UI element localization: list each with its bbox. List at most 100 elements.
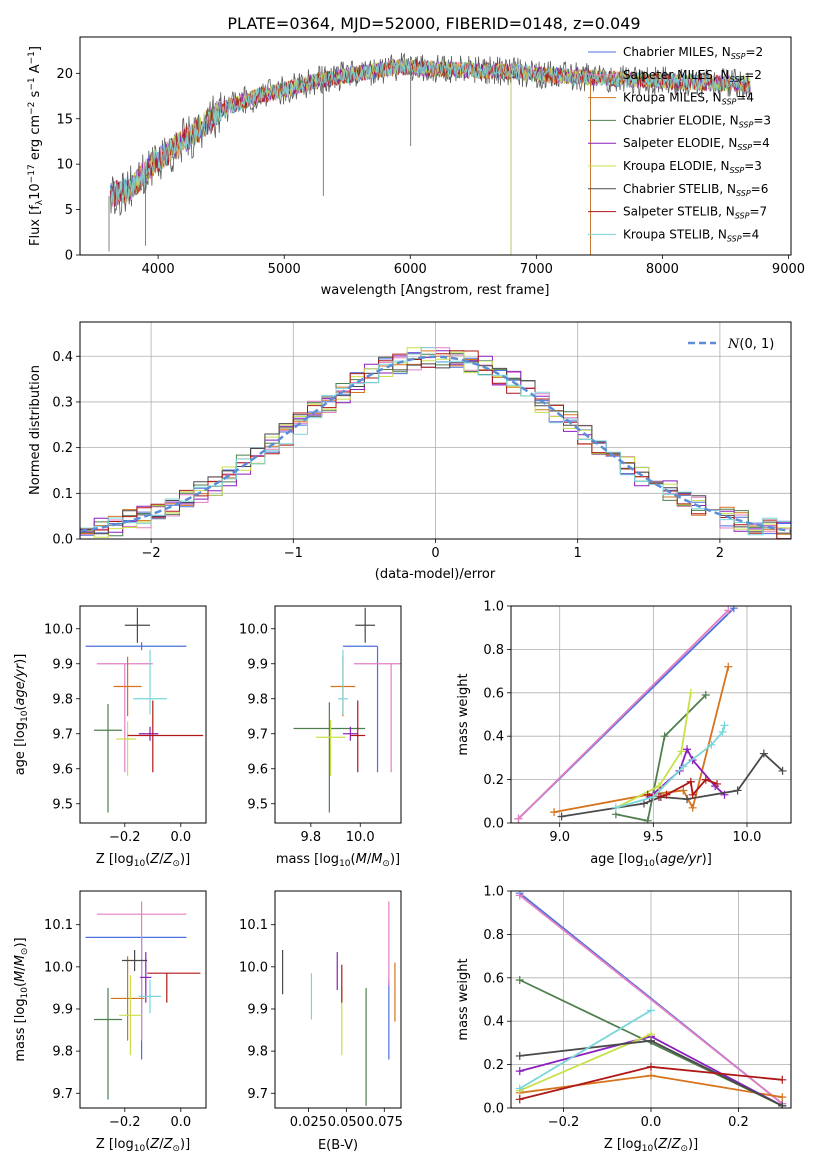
y-tick-label: 9.7 bbox=[247, 1087, 268, 1102]
weight-series-3 bbox=[615, 694, 707, 822]
weight-marker bbox=[724, 662, 733, 671]
y-tick-label: 0.0 bbox=[483, 817, 504, 832]
axes-age_vs_mass: 9.8 10.0 9.5 9.6 9.7 9.8 9.9 10.0 mass [log10(M/… bbox=[239, 605, 402, 869]
weight-marker bbox=[515, 975, 524, 984]
y-tick-label: 10.0 bbox=[44, 960, 73, 975]
plot-area bbox=[515, 891, 787, 1108]
weight-marker bbox=[550, 808, 559, 817]
axes-age_vs_Z: −0.2 0.0 9.5 9.6 9.7 9.8 9.9 10.0 Z [log10(Z/Z⊙)… bbox=[13, 605, 207, 869]
axes-frame bbox=[274, 890, 402, 1109]
x-tick-label: 0.0 bbox=[170, 830, 191, 845]
y-tick-label: 10.0 bbox=[239, 622, 268, 637]
errorbar-6 bbox=[124, 607, 150, 643]
y-tick-label: 10.0 bbox=[239, 960, 268, 975]
x-tick-label: 9000 bbox=[772, 262, 805, 277]
weight-marker bbox=[611, 803, 620, 812]
weight-marker bbox=[515, 1095, 524, 1104]
errorbar-5 bbox=[119, 975, 142, 1056]
axes-mass_vs_Z: −0.2 0.0 9.7 9.8 9.9 10.0 10.1 Z [log10(Z/Z⊙)] m… bbox=[13, 890, 207, 1154]
weight-marker bbox=[688, 803, 697, 812]
plot-area bbox=[281, 901, 396, 1106]
x-tick-label: −0.2 bbox=[109, 830, 141, 845]
y-tick-label: 9.9 bbox=[247, 657, 268, 672]
axes-weight_vs_Z: −0.2 0.0 0.2 0.0 0.2 0.4 0.6 0.8 1.0 Z [log10(Z/Z… bbox=[456, 885, 792, 1154]
weight-marker bbox=[701, 775, 710, 784]
errorbar-1 bbox=[96, 663, 153, 773]
y-tick-label: 0.8 bbox=[483, 928, 504, 943]
errorbar-5 bbox=[116, 721, 136, 776]
errorbar-8 bbox=[138, 979, 162, 1014]
weight-marker bbox=[647, 1036, 655, 1045]
axes-frame bbox=[79, 890, 207, 1109]
errorbar-7 bbox=[350, 700, 366, 773]
y-tick-label: 0.8 bbox=[483, 643, 504, 658]
y-tick-label: 0.0 bbox=[52, 533, 73, 548]
weight-marker bbox=[515, 1051, 524, 1060]
legend-entry: Salpeter ELODIE, NSSP=4 bbox=[623, 136, 770, 152]
weight-marker bbox=[643, 790, 652, 799]
weight-marker bbox=[679, 762, 688, 771]
weight-marker bbox=[686, 688, 695, 697]
axes-frame bbox=[274, 605, 402, 824]
weight-marker bbox=[688, 790, 697, 799]
y-tick-label: 20 bbox=[56, 67, 73, 82]
x-axis-label: Z [log10(Z/Z⊙)] bbox=[604, 1137, 698, 1154]
errorbar-0 bbox=[85, 642, 187, 651]
weight-marker bbox=[759, 749, 768, 758]
x-tick-label: −0.2 bbox=[548, 1115, 580, 1130]
weight-marker bbox=[515, 891, 524, 900]
x-tick-label: 0.2 bbox=[728, 1115, 749, 1130]
x-axis-label: wavelength [Angstrom, rest frame] bbox=[321, 283, 550, 298]
y-tick-label: 5 bbox=[65, 203, 73, 218]
y-tick-label: 9.9 bbox=[52, 1002, 73, 1017]
y-tick-label: 9.7 bbox=[52, 1087, 73, 1102]
weight-marker bbox=[724, 606, 733, 615]
weight-marker bbox=[647, 1071, 655, 1080]
errorbar-2 bbox=[110, 956, 145, 1041]
weight-marker bbox=[514, 814, 523, 823]
plot-area bbox=[85, 607, 204, 813]
weight-marker bbox=[701, 690, 710, 699]
y-tick-label: 0.3 bbox=[52, 395, 73, 410]
errorbar-3 bbox=[293, 702, 366, 813]
axes-mass_vs_EBV: 0.025 0.050 0.075 9.7 9.8 9.9 10.0 10.1 E(B-V) bbox=[239, 890, 403, 1153]
x-tick-label: 2 bbox=[716, 546, 724, 561]
weight-marker bbox=[778, 1075, 787, 1084]
y-tick-label: 0.6 bbox=[483, 686, 504, 701]
errorbar-6 bbox=[122, 949, 148, 972]
axes-frame-group: 9.8 10.0 9.5 9.6 9.7 9.8 9.9 10.0 mass [log10(M/… bbox=[239, 605, 402, 869]
weight-marker bbox=[649, 792, 658, 801]
y-axis-label: mass weight bbox=[456, 958, 471, 1040]
y-tick-label: 1.0 bbox=[483, 885, 504, 900]
errorbar-7 bbox=[147, 972, 201, 1003]
spectrum-series-5 bbox=[109, 59, 751, 205]
errorbar-1 bbox=[96, 901, 187, 1041]
y-axis-label: mass [log10(M/M⊙)] bbox=[13, 937, 30, 1061]
spectrum-series-7 bbox=[109, 58, 751, 207]
x-tick-label: 6000 bbox=[394, 262, 427, 277]
y-tick-label: 0.2 bbox=[483, 773, 504, 788]
weight-marker bbox=[660, 732, 669, 741]
weight-marker bbox=[683, 795, 692, 804]
errorbar-0 bbox=[342, 645, 379, 773]
weight-marker bbox=[683, 745, 692, 754]
legend: Chabrier MILES, NSSP=2 Salpeter MILES, NS… bbox=[588, 45, 771, 243]
legend-entry: Kroupa STELIB, NSSP=4 bbox=[623, 227, 759, 243]
x-tick-label: 7000 bbox=[520, 262, 553, 277]
y-tick-label: 10.0 bbox=[44, 622, 73, 637]
plot-area bbox=[514, 606, 787, 823]
y-tick-label: 9.8 bbox=[52, 692, 73, 707]
x-tick-label: −0.2 bbox=[109, 1115, 141, 1130]
x-axis-label: (data-model)/error bbox=[375, 567, 496, 582]
weight-marker bbox=[778, 766, 787, 775]
weight-marker bbox=[686, 777, 695, 786]
legend-entry: Kroupa MILES, NSSP=4 bbox=[623, 91, 754, 107]
y-tick-label: 0.0 bbox=[483, 1102, 504, 1117]
weight-marker bbox=[707, 740, 716, 749]
axes-frame bbox=[510, 605, 792, 824]
axes-frame-group: 9.0 9.5 10.0 0.0 0.2 0.4 0.6 0.8 1.0 age [log10(a… bbox=[456, 600, 792, 869]
x-tick-label: 10.0 bbox=[733, 830, 762, 845]
y-tick-label: 9.8 bbox=[247, 692, 268, 707]
y-axis-label: Normed distribution bbox=[28, 365, 43, 495]
